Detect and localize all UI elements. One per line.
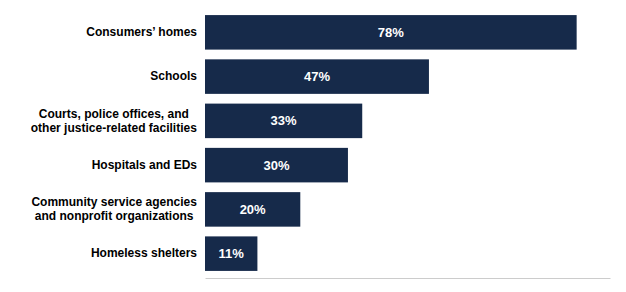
bars <box>205 15 577 271</box>
bar <box>205 148 348 183</box>
data-label: 30% <box>263 158 289 173</box>
data-label: 47% <box>304 69 330 84</box>
y-tick-label: Hospitals and EDs <box>92 158 198 172</box>
data-label: 20% <box>240 202 266 217</box>
y-tick-label: Homeless shelters <box>91 246 197 260</box>
bar <box>205 236 257 271</box>
y-axis: Homeless shelters Community service agenc… <box>31 25 198 260</box>
bar <box>205 15 577 50</box>
bar <box>205 59 429 94</box>
bar <box>205 192 300 227</box>
x-axis <box>206 278 611 279</box>
x-axis-line <box>206 278 611 279</box>
data-labels: 11% 20% 30% 33% 47% 78% <box>219 25 405 261</box>
y-tick-label: Schools <box>150 69 197 83</box>
y-tick-label: Community service agenciesand nonprofit … <box>31 195 197 223</box>
y-tick: Courts, police offices, andother justice… <box>31 107 197 135</box>
data-label: 33% <box>271 113 297 128</box>
data-label: 11% <box>219 246 245 261</box>
y-tick: Community service agenciesand nonprofit … <box>31 195 197 223</box>
chart: 11% 20% 30% 33% 47% 78% Homeless shelters Commu… <box>0 0 626 292</box>
bar <box>205 104 362 139</box>
y-tick: Hospitals and EDs <box>92 158 198 172</box>
y-tick-label: Courts, police offices, andother justice… <box>31 107 197 135</box>
y-tick-label: Consumers’ homes <box>86 25 197 39</box>
y-tick: Homeless shelters <box>91 246 197 260</box>
y-tick: Schools <box>150 69 197 83</box>
data-label: 78% <box>378 25 404 40</box>
plot: 11% 20% 30% 33% 47% 78% Homeless shelters Commu… <box>31 15 611 278</box>
y-tick: Consumers’ homes <box>86 25 197 39</box>
